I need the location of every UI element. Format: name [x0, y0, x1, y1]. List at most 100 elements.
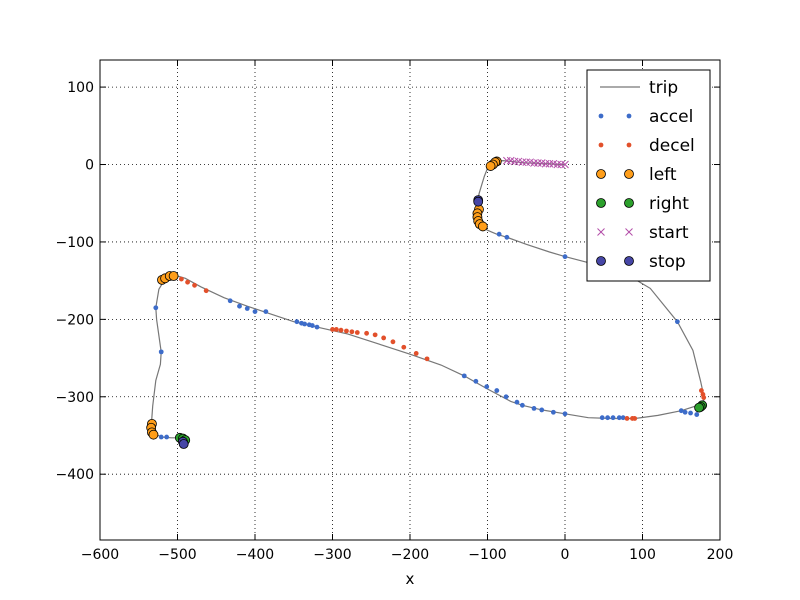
decel-point — [354, 330, 360, 335]
decel-point — [203, 288, 209, 294]
legend-label: accel — [649, 107, 693, 127]
y-tick-label: −200 — [56, 312, 94, 328]
legend-label: left — [649, 165, 677, 185]
accel-point — [244, 306, 250, 311]
decel-point — [699, 388, 704, 393]
decel-point — [624, 416, 630, 421]
x-tick-label: −200 — [391, 547, 429, 563]
start-point — [557, 160, 565, 169]
y-tick-label: −100 — [56, 235, 94, 251]
decel-point — [632, 416, 638, 421]
left-point — [485, 161, 496, 171]
accel-point — [550, 409, 556, 415]
accel-point — [294, 319, 300, 325]
start-point — [561, 160, 569, 169]
decel-point — [192, 282, 197, 288]
y-tick-label: 0 — [85, 158, 94, 174]
series-stop — [178, 195, 484, 449]
start-point — [503, 156, 511, 165]
accel-point — [494, 388, 500, 393]
legend-entry-decel: decel — [598, 136, 695, 156]
accel-point — [302, 321, 307, 327]
decel-point — [185, 279, 190, 285]
legend-swatch — [598, 113, 604, 119]
accel-point — [519, 402, 525, 408]
accel-point — [599, 415, 605, 421]
legend-label: start — [649, 223, 689, 243]
series-accel — [151, 231, 700, 440]
accel-point — [252, 309, 258, 315]
accel-point — [605, 415, 611, 421]
decel-point — [364, 330, 369, 336]
x-tick-label: −500 — [158, 547, 196, 563]
accel-point — [562, 411, 568, 417]
series-decel — [178, 276, 707, 421]
accel-point — [620, 415, 626, 421]
decel-point — [701, 395, 707, 400]
legend-swatch — [626, 113, 632, 119]
x-tick-labels: −600 −500 −400 −300 −200 −100 0 100 200 — [81, 547, 734, 563]
accel-point — [678, 408, 684, 414]
accel-point — [496, 231, 502, 237]
x-tick-label: 100 — [629, 547, 656, 563]
decel-point — [178, 276, 184, 282]
decel-point — [401, 344, 407, 350]
y-tick-label: 100 — [67, 80, 94, 96]
accel-point — [484, 384, 490, 390]
legend-label: decel — [649, 136, 695, 156]
x-tick-label: −600 — [81, 547, 119, 563]
decel-point — [413, 351, 419, 356]
accel-point — [562, 254, 568, 260]
decel-point — [344, 328, 349, 334]
stop-point — [178, 439, 189, 449]
legend-label: right — [649, 194, 689, 214]
decel-point — [372, 332, 378, 338]
stop-point — [473, 196, 484, 207]
accel-point — [503, 394, 509, 400]
start-point — [522, 158, 531, 167]
start-point — [553, 160, 562, 169]
accel-point — [531, 405, 537, 411]
decel-point — [390, 339, 396, 345]
accel-point — [158, 434, 164, 440]
decel-point — [333, 327, 339, 332]
legend-swatch — [624, 198, 634, 208]
legend-label: trip — [649, 78, 678, 98]
accel-point — [314, 324, 320, 330]
accel-point — [309, 323, 315, 328]
legend-swatch — [596, 256, 606, 266]
legend-swatch — [625, 228, 633, 236]
legend-label: stop — [649, 252, 686, 272]
decel-point — [330, 327, 335, 332]
start-point — [510, 157, 519, 166]
start-point — [545, 159, 554, 168]
start-point — [518, 158, 527, 167]
series-left — [146, 156, 502, 440]
legend-entry-left: left — [596, 165, 677, 185]
chart-marks — [146, 156, 708, 449]
accel-point — [263, 309, 269, 315]
x-tick-label: 0 — [561, 547, 570, 563]
accel-point — [237, 303, 242, 309]
left-point — [477, 221, 488, 232]
x-tick-label: 200 — [707, 547, 734, 563]
legend-entry-trip: trip — [600, 78, 678, 98]
accel-point — [539, 407, 545, 413]
legend-swatch — [598, 142, 604, 148]
legend-entry-right: right — [596, 194, 689, 214]
left-point — [148, 429, 159, 440]
decel-point — [349, 329, 355, 335]
accel-point — [674, 319, 680, 325]
start-point — [534, 159, 542, 167]
legend-entry-stop: stop — [596, 252, 686, 272]
left-point — [168, 271, 179, 281]
legend-swatch — [596, 198, 606, 208]
accel-point — [153, 305, 159, 311]
y-tick-label: −400 — [56, 467, 94, 483]
legend-swatch — [626, 142, 632, 148]
decel-point — [424, 356, 430, 362]
axis-ticks — [99, 60, 721, 540]
start-point — [541, 159, 550, 168]
x-axis-label: x — [406, 570, 415, 588]
legend-swatch — [624, 256, 634, 266]
